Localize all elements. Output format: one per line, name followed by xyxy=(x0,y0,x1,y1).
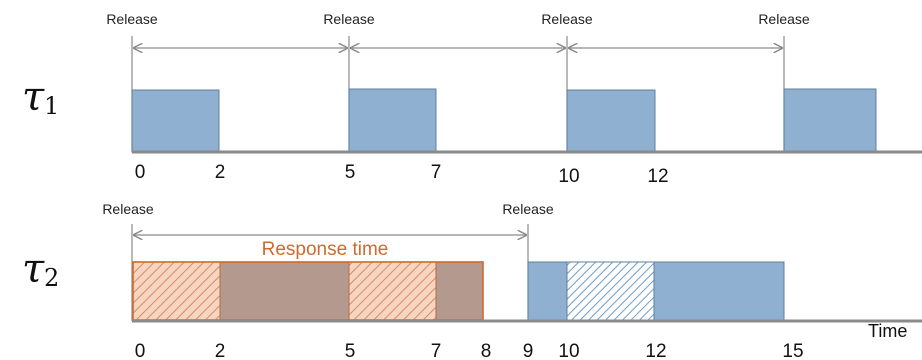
task1-tick-5: 5 xyxy=(345,162,356,183)
task2-symbol: τ xyxy=(22,246,45,292)
task2-tick-10: 10 xyxy=(558,341,579,360)
task1-job-2 xyxy=(566,89,656,153)
task2-release-label-0: Release xyxy=(102,201,154,217)
task2-tick-8: 8 xyxy=(481,341,492,360)
task2-tick-0: 0 xyxy=(135,341,146,360)
time-axis-label: Time xyxy=(868,321,907,341)
task1-symbol: τ xyxy=(22,74,45,120)
task1-tick-7: 7 xyxy=(431,162,442,183)
response-time-label: Response time xyxy=(262,239,389,260)
task1-label: τ 1 xyxy=(22,74,59,120)
task2-subscript: 2 xyxy=(44,264,59,292)
task2-job2-segment-1 xyxy=(653,261,785,321)
task2-release-label-1: Release xyxy=(502,201,554,217)
task1-release-label-3: Release xyxy=(758,11,810,27)
task1-tick-12: 12 xyxy=(647,166,668,187)
task1-tick-0: 0 xyxy=(135,162,146,183)
task2-exec-segment-0 xyxy=(220,262,349,320)
task2-tick-12: 12 xyxy=(645,341,666,360)
task1-release-label-2: Release xyxy=(541,11,593,27)
task1-release-label-1: Release xyxy=(323,11,375,27)
task2-preempted-segment-1 xyxy=(349,262,436,320)
task2-tick-9: 9 xyxy=(523,341,534,360)
task2-tick-15: 15 xyxy=(782,341,803,360)
task1-job-3 xyxy=(783,88,877,153)
task1-job-0 xyxy=(131,89,220,153)
task2-exec-segment-1 xyxy=(436,262,483,320)
task2-job2-segment-0 xyxy=(527,261,568,321)
task1-release-label-0: Release xyxy=(106,11,158,27)
task1-tick-2: 2 xyxy=(215,162,226,183)
task1-job-1 xyxy=(348,88,437,153)
task2-job2-preempted-segment xyxy=(566,261,655,321)
task2-tick-5: 5 xyxy=(345,341,356,360)
task1-tick-10: 10 xyxy=(558,166,579,187)
task2-preempted-segment-0 xyxy=(133,262,220,320)
task2-tick-2: 2 xyxy=(215,341,226,360)
task2-tick-7: 7 xyxy=(431,341,442,360)
task1-subscript: 1 xyxy=(44,92,59,120)
task2-label: τ 2 xyxy=(22,246,59,292)
